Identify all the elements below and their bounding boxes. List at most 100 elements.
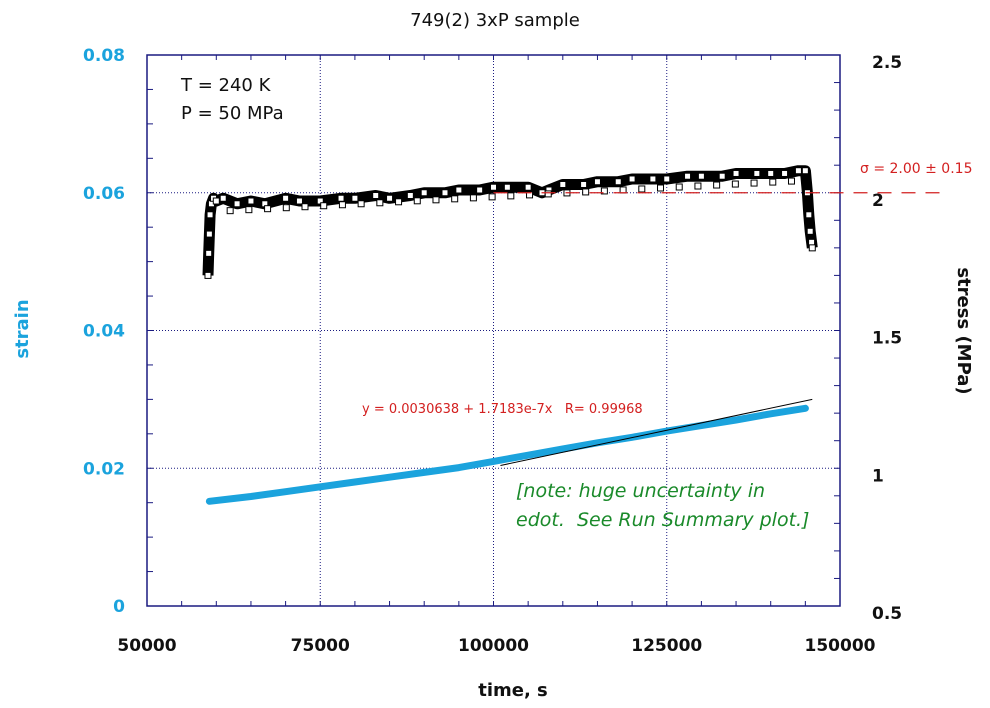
x-tick-label: 100000 bbox=[458, 636, 529, 656]
stress-point bbox=[806, 227, 814, 235]
y-left-axis-label: strain bbox=[12, 299, 33, 358]
stress-point bbox=[808, 244, 816, 252]
y-right-tick-label: 0.5 bbox=[872, 604, 902, 624]
stress-point bbox=[406, 192, 414, 200]
stress-point bbox=[638, 185, 646, 193]
x-tick-label: 150000 bbox=[805, 636, 876, 656]
stress-point bbox=[212, 197, 220, 205]
stress-point bbox=[593, 178, 601, 186]
stress-series bbox=[202, 165, 818, 279]
stress-point bbox=[245, 206, 253, 214]
grid-lines bbox=[147, 55, 840, 606]
stress-point bbox=[351, 194, 359, 202]
y-right-tick-labels: 0.5 1 1.5 2 2.5 bbox=[872, 53, 902, 624]
stress-point bbox=[713, 181, 721, 189]
stress-point bbox=[794, 167, 802, 175]
pressure-label: P = 50 MPa bbox=[181, 103, 284, 124]
stress-point bbox=[801, 167, 809, 175]
y-right-tick-label: 1 bbox=[872, 466, 884, 486]
stress-point bbox=[524, 183, 532, 191]
stress-point bbox=[507, 192, 515, 200]
note-line-1: [note: huge uncertainty in bbox=[516, 480, 765, 502]
stress-point bbox=[628, 175, 636, 183]
stress-point bbox=[476, 186, 484, 194]
x-tick-label: 75000 bbox=[291, 636, 350, 656]
stress-point bbox=[580, 180, 588, 188]
stress-point bbox=[205, 230, 213, 238]
x-axis-label: time, s bbox=[478, 680, 548, 701]
stress-point bbox=[295, 197, 303, 205]
stress-point bbox=[559, 180, 567, 188]
stress-point bbox=[219, 194, 227, 202]
stress-point bbox=[526, 191, 534, 199]
mean-stress-label: σ = 2.00 ± 0.15 bbox=[860, 161, 972, 177]
strain-line bbox=[205, 404, 809, 505]
stress-point bbox=[469, 194, 477, 202]
fit-line bbox=[500, 398, 813, 466]
stress-point bbox=[582, 188, 590, 196]
y-left-tick-label: 0.08 bbox=[83, 46, 125, 66]
stress-point bbox=[205, 249, 213, 257]
stress-point bbox=[490, 183, 497, 191]
stress-point bbox=[432, 196, 440, 204]
chart-title: 749(2) 3xP sample bbox=[410, 10, 580, 31]
stress-point bbox=[386, 194, 394, 202]
stress-point bbox=[781, 169, 789, 177]
stress-point bbox=[301, 203, 309, 211]
stress-point bbox=[376, 199, 384, 207]
note-line-2: edot. See Run Summary plot.] bbox=[516, 509, 809, 531]
x-tick-labels: 50000 75000 100000 125000 150000 bbox=[117, 636, 875, 656]
stress-point bbox=[413, 197, 421, 205]
stress-point bbox=[787, 177, 795, 185]
stress-point bbox=[675, 183, 683, 191]
y-left-tick-labels: 0 0.02 0.04 0.06 0.08 bbox=[83, 46, 125, 617]
stress-point bbox=[204, 271, 212, 279]
stress-point bbox=[750, 179, 758, 187]
stress-point bbox=[455, 186, 463, 194]
stress-point bbox=[357, 200, 365, 208]
stress-point bbox=[753, 169, 761, 177]
stress-point bbox=[338, 201, 346, 209]
y-right-tick-label: 1.5 bbox=[872, 329, 902, 349]
x-tick-label: 50000 bbox=[117, 636, 176, 656]
stress-point bbox=[767, 169, 775, 177]
y-left-tick-label: 0.04 bbox=[83, 322, 125, 342]
stress-point bbox=[663, 175, 671, 183]
stress-point bbox=[649, 175, 657, 183]
stress-point bbox=[769, 178, 777, 186]
stress-point bbox=[657, 184, 665, 192]
stress-point bbox=[226, 207, 234, 215]
stress-point bbox=[619, 186, 627, 194]
strain-series bbox=[205, 404, 809, 505]
stress-point bbox=[697, 172, 705, 180]
stress-point bbox=[805, 211, 813, 219]
y-left-tick-label: 0.02 bbox=[83, 459, 125, 479]
stress-point bbox=[420, 189, 428, 197]
stress-point bbox=[488, 193, 496, 201]
stress-point bbox=[544, 190, 552, 198]
stress-point bbox=[451, 195, 459, 203]
stress-point bbox=[395, 198, 403, 206]
stress-point bbox=[233, 200, 241, 208]
stress-point bbox=[600, 187, 608, 195]
stress-point bbox=[320, 202, 328, 210]
stress-point bbox=[337, 194, 345, 202]
stress-point bbox=[247, 197, 255, 205]
y-right-tick-label: 2 bbox=[872, 191, 884, 211]
stress-point bbox=[264, 205, 272, 213]
y-left-tick-label: 0.06 bbox=[83, 184, 125, 204]
y-left-tick-label: 0 bbox=[113, 597, 125, 617]
stress-point bbox=[614, 178, 622, 186]
fit-line-segment bbox=[500, 398, 813, 466]
stress-point bbox=[282, 194, 290, 202]
stress-point bbox=[732, 169, 740, 177]
stress-point bbox=[694, 182, 702, 190]
stress-point bbox=[503, 183, 511, 191]
y-right-tick-label: 2.5 bbox=[872, 53, 902, 73]
stress-point bbox=[718, 172, 726, 180]
y-right-axis-label: stress (MPa) bbox=[953, 267, 974, 394]
stress-point bbox=[206, 211, 214, 219]
stress-point bbox=[282, 204, 290, 212]
stress-point bbox=[372, 192, 380, 200]
